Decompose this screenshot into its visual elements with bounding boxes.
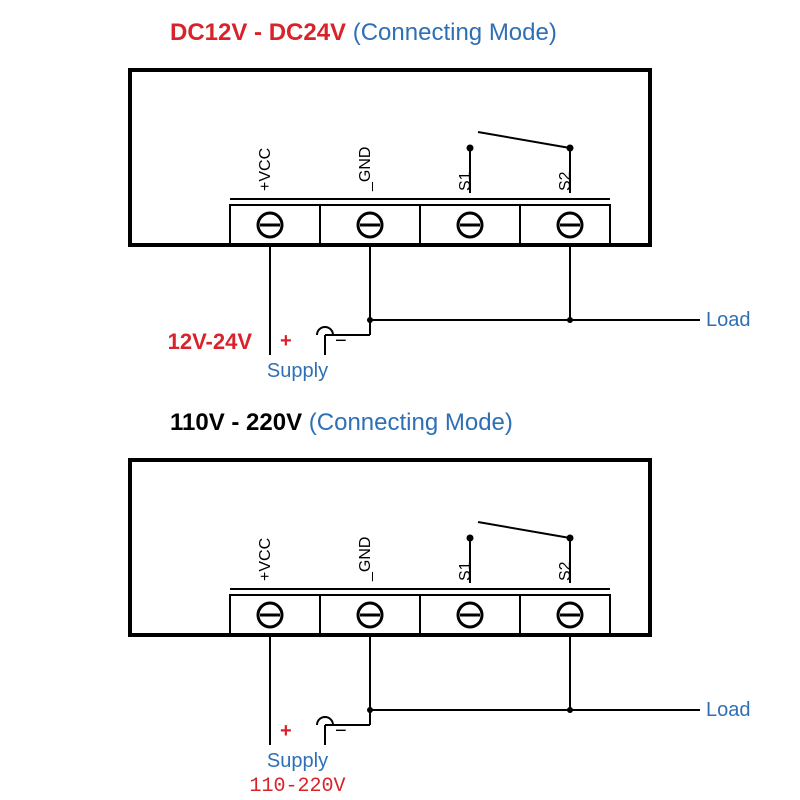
switch-icon <box>478 522 570 538</box>
voltage-label: 12V-24V <box>168 329 253 354</box>
minus-label: − <box>335 720 347 742</box>
pin-label: _GND <box>357 147 374 192</box>
supply-label: Supply <box>267 750 328 772</box>
load-label: Load <box>706 309 751 331</box>
wire-hop <box>317 717 333 725</box>
minus-label: − <box>335 330 347 352</box>
diagram-ac: 110V - 220V (Connecting Mode) +VCC _GND S1 S… <box>130 409 751 798</box>
pin-label: S1 <box>457 171 474 191</box>
voltage-label-below: 110-220V <box>249 775 345 798</box>
pin-label: _GND <box>357 537 374 582</box>
pin-label: S1 <box>457 561 474 581</box>
module-outline <box>130 70 650 245</box>
load-label: Load <box>706 699 751 721</box>
switch-icon <box>478 132 570 148</box>
plus-label: + <box>280 330 292 352</box>
pin-label: S2 <box>557 561 574 581</box>
diagram-dc: DC12V - DC24V (Connecting Mode) +VCC _GND S… <box>130 19 751 382</box>
pin-label: +VCC <box>257 148 274 191</box>
module-outline <box>130 460 650 635</box>
plus-label: + <box>280 720 292 742</box>
diagram-title: DC12V - DC24V (Connecting Mode) <box>170 19 557 46</box>
pin-label: +VCC <box>257 538 274 581</box>
pin-label: S2 <box>557 171 574 191</box>
wire-hop <box>317 327 333 335</box>
diagram-title: 110V - 220V (Connecting Mode) <box>170 409 513 436</box>
supply-label: Supply <box>267 360 328 382</box>
